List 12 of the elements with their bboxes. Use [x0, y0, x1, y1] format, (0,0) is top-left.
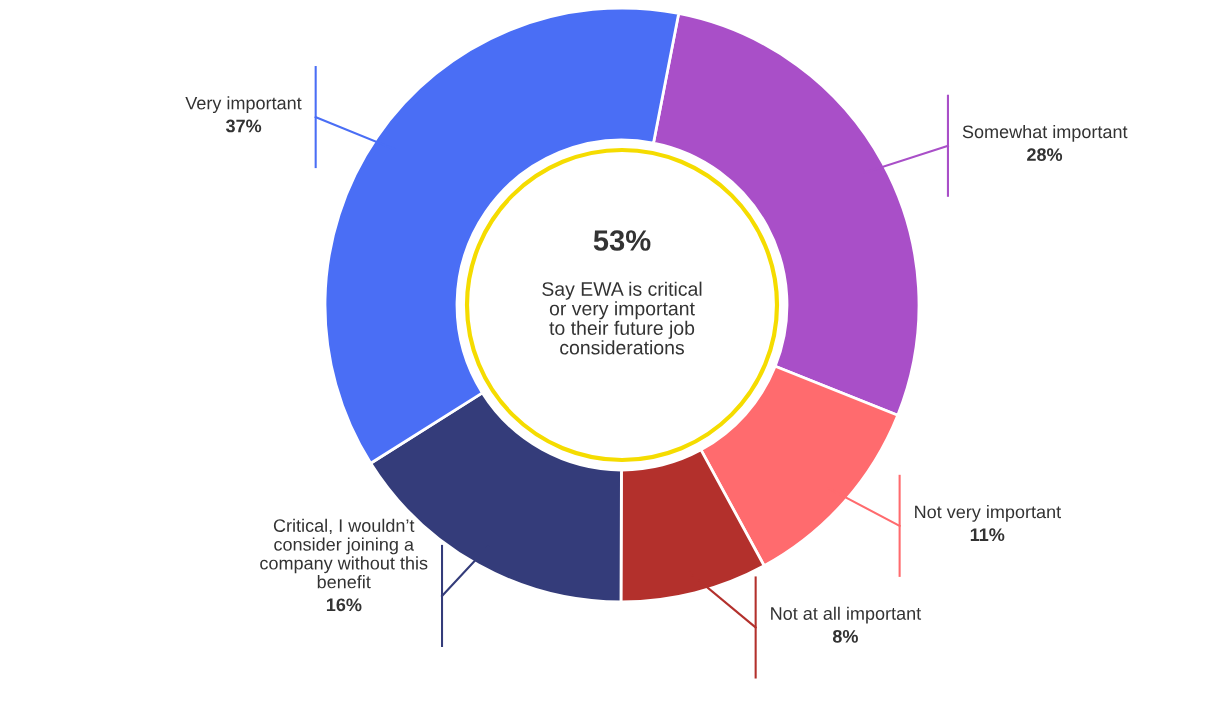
data-label: 8%: [832, 629, 858, 643]
slice-label: Very important: [185, 96, 302, 114]
text: Say EWA is critical or very important to their future job considerations: [542, 281, 702, 355]
data-label: 16%: [326, 598, 362, 612]
slice-label: Not at all important: [771, 606, 922, 624]
slice-label: Critical, I wouldn’t consider joining a company without this benefit: [260, 518, 428, 589]
data-label: 28%: [1027, 148, 1063, 162]
slice-label: Somewhat important: [962, 124, 1128, 142]
text: 53%: [593, 230, 651, 251]
data-label: 37%: [225, 119, 262, 133]
data-label: 11%: [970, 528, 1005, 542]
slice-label: Not very important: [915, 505, 1061, 522]
